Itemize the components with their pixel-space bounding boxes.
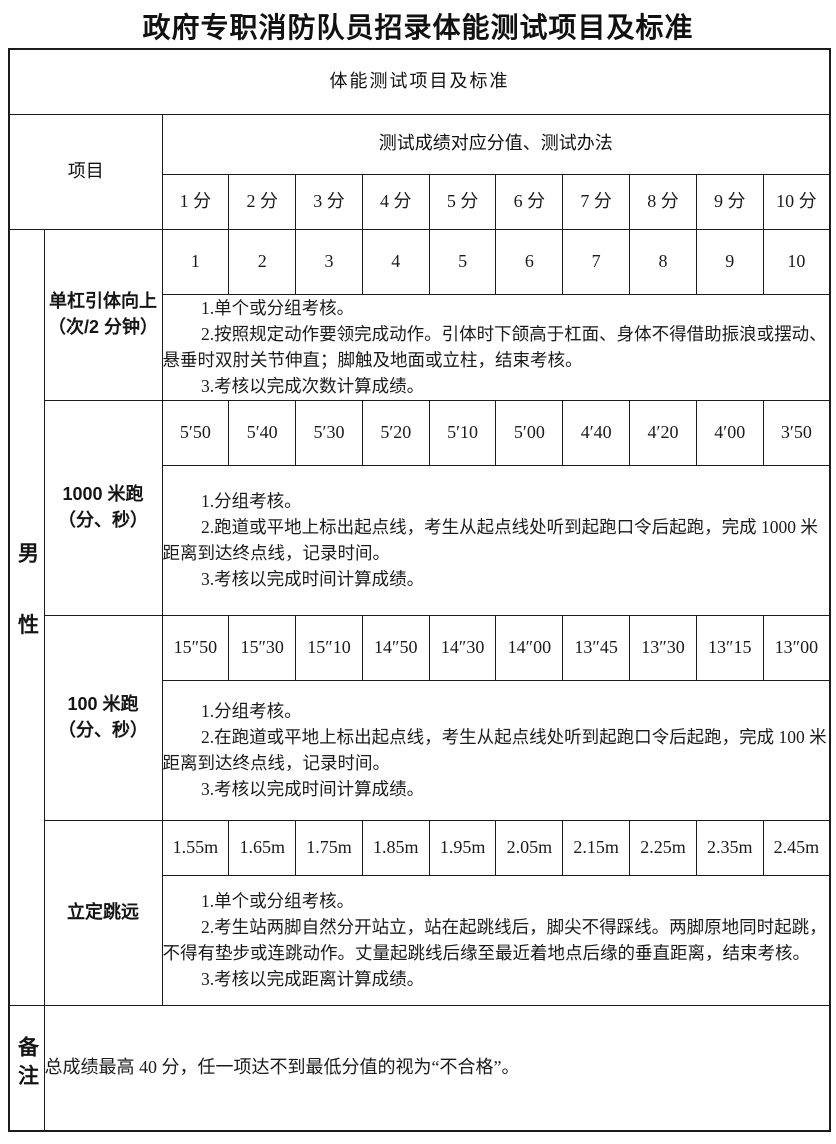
score-value-cell: 14″30 — [428, 614, 497, 681]
note-line: 2.在跑道或平地上标出起点线，考生从起点线处听到起跑口令后起跑，完成 100 米… — [162, 726, 827, 773]
score-label: 9 分 — [695, 173, 764, 230]
item-name-pullup: 单杠引体向上（次/2 分钟） — [43, 228, 163, 401]
pullup-notes-cell: 1.单个或分组考核。 2.按照规定动作要领完成动作。引体时下颌高于杠面、身体不得… — [161, 293, 831, 401]
score-value-cell: 5′00 — [495, 399, 564, 466]
fitness-standards-table: 体能测试项目及标准 项目 测试成绩对应分值、测试办法 1 分 2 分 3 分 4… — [8, 48, 832, 1132]
run100-notes-row: 1.分组考核。 2.在跑道或平地上标出起点线，考生从起点线处听到起跑口令后起跑，… — [9, 679, 831, 821]
score-value-cell: 3 — [295, 228, 363, 295]
score-value-cell: 13″30 — [629, 614, 697, 681]
score-value-cell: 5′50 — [161, 399, 230, 466]
longjump-values-row: 立定跳远 1.55m 1.65m 1.75m 1.85m 1.95m 2.05m… — [9, 819, 831, 1006]
score-label: 2 分 — [228, 173, 297, 230]
score-label: 6 分 — [495, 173, 564, 230]
note-line: 3.考核以完成时间计算成绩。 — [201, 569, 425, 590]
score-label: 4 分 — [361, 173, 430, 230]
score-value-cell: 1.75m — [295, 819, 363, 876]
score-value-cell: 13″45 — [562, 614, 631, 681]
score-value-cell: 5′10 — [428, 399, 497, 466]
score-value-cell: 8 — [629, 228, 697, 295]
project-header: 项目 — [8, 113, 163, 230]
score-value-cell: 4′00 — [695, 399, 764, 466]
score-value-cell: 1.95m — [428, 819, 497, 876]
table-title: 体能测试项目及标准 — [8, 48, 831, 115]
score-value-cell: 4′20 — [629, 399, 697, 466]
score-value-cell: 5′40 — [228, 399, 297, 466]
item-name-run1000: 1000 米跑（分、秒） — [43, 399, 163, 616]
score-value-cell: 1 — [161, 228, 230, 295]
score-value-cell: 5′20 — [361, 399, 430, 466]
score-value-cell: 2 — [228, 228, 297, 295]
score-value-cell: 6 — [495, 228, 564, 295]
score-value-cell: 2.35m — [695, 819, 764, 876]
score-label: 1 分 — [161, 173, 230, 230]
score-value-cell: 15″50 — [161, 614, 230, 681]
score-value-cell: 15″10 — [295, 614, 363, 681]
longjump-notes-row: 1.单个或分组考核。 2.考生站两脚自然分开站立，站在起跳线后，脚尖不得踩线。两… — [9, 874, 831, 1006]
score-labels-row: 1 分 2 分 3 分 4 分 5 分 6 分 7 分 8 分 9 分 10 分 — [9, 173, 831, 230]
header-row: 项目 测试成绩对应分值、测试办法 — [8, 113, 831, 230]
score-label: 3 分 — [295, 173, 363, 230]
note-line: 3.考核以完成次数计算成绩。 — [201, 376, 425, 397]
score-label: 5 分 — [428, 173, 497, 230]
note-line: 3.考核以完成时间计算成绩。 — [201, 779, 425, 800]
table-title-row: 体能测试项目及标准 — [8, 48, 831, 115]
score-value-cell: 10 — [762, 228, 831, 295]
remark-label-cell: 备注 — [8, 1004, 45, 1132]
score-label: 8 分 — [629, 173, 697, 230]
gender-column: 男性 — [8, 228, 45, 1006]
remark-label: 备注 — [15, 1035, 39, 1093]
run1000-notes-row: 1.分组考核。 2.跑道或平地上标出起点线，考生从起点线处听到起跑口令后起跑，完… — [9, 464, 831, 616]
score-value-cell: 4′40 — [562, 399, 631, 466]
score-value-cell: 1.85m — [361, 819, 430, 876]
score-value-cell: 7 — [562, 228, 631, 295]
score-value-cell: 5′30 — [295, 399, 363, 466]
longjump-notes-cell: 1.单个或分组考核。 2.考生站两脚自然分开站立，站在起跳线后，脚尖不得踩线。两… — [161, 874, 831, 1006]
score-value-cell: 13″15 — [695, 614, 764, 681]
note-line: 1.单个或分组考核。 — [201, 890, 355, 911]
score-value-cell: 2.45m — [762, 819, 831, 876]
score-value-cell: 14″00 — [495, 614, 564, 681]
score-value-cell: 14″50 — [361, 614, 430, 681]
score-value-cell: 15″30 — [228, 614, 297, 681]
score-value-cell: 13″00 — [762, 614, 831, 681]
page-title: 政府专职消防队员招录体能测试项目及标准 — [142, 12, 694, 43]
score-value-cell: 9 — [695, 228, 764, 295]
score-value-cell: 2.15m — [562, 819, 631, 876]
gender-label: 男性 — [15, 542, 39, 685]
pullup-notes-row: 1.单个或分组考核。 2.按照规定动作要领完成动作。引体时下颌高于杠面、身体不得… — [9, 293, 831, 401]
run1000-notes-cell: 1.分组考核。 2.跑道或平地上标出起点线，考生从起点线处听到起跑口令后起跑，完… — [161, 464, 831, 616]
score-label: 10 分 — [762, 173, 831, 230]
note-line: 1.分组考核。 — [201, 490, 302, 511]
note-line: 3.考核以完成距离计算成绩。 — [201, 969, 425, 990]
remark-row: 备注 总成绩最高 40 分，任一项达不到最低分值的视为“不合格”。 — [8, 1004, 831, 1132]
item-name-run100: 100 米跑（分、秒） — [43, 614, 163, 821]
score-label: 7 分 — [562, 173, 631, 230]
run100-values-row: 100 米跑（分、秒） 15″50 15″30 15″10 14″50 14″3… — [9, 614, 831, 821]
score-value-cell: 4 — [361, 228, 430, 295]
run100-notes-cell: 1.分组考核。 2.在跑道或平地上标出起点线，考生从起点线处听到起跑口令后起跑，… — [161, 679, 831, 821]
note-line: 2.跑道或平地上标出起点线，考生从起点线处听到起跑口令后起跑，完成 1000 米… — [162, 516, 818, 563]
pullup-values-row: 男性 单杠引体向上（次/2 分钟） 1 2 3 4 5 6 7 8 9 10 — [8, 228, 831, 1006]
item-name-longjump: 立定跳远 — [43, 819, 163, 1006]
note-line: 1.分组考核。 — [201, 700, 302, 721]
score-value-cell: 1.65m — [228, 819, 297, 876]
score-value-cell: 2.25m — [629, 819, 697, 876]
remark-text: 总成绩最高 40 分，任一项达不到最低分值的视为“不合格”。 — [43, 1004, 831, 1132]
note-line: 2.考生站两脚自然分开站立，站在起跳线后，脚尖不得踩线。两脚原地同时起跳，不得有… — [162, 916, 827, 963]
score-value-cell: 1.55m — [161, 819, 230, 876]
score-value-cell: 2.05m — [495, 819, 564, 876]
score-value-cell: 3′50 — [762, 399, 831, 466]
run1000-values-row: 1000 米跑（分、秒） 5′50 5′40 5′30 5′20 5′10 5′… — [9, 399, 831, 616]
note-line: 2.按照规定动作要领完成动作。引体时下颌高于杠面、身体不得借助振浪或摆动、悬垂时… — [162, 323, 827, 370]
score-value-cell: 5 — [428, 228, 497, 295]
score-method-header: 测试成绩对应分值、测试办法 — [161, 113, 831, 175]
note-line: 1.单个或分组考核。 — [201, 297, 355, 318]
